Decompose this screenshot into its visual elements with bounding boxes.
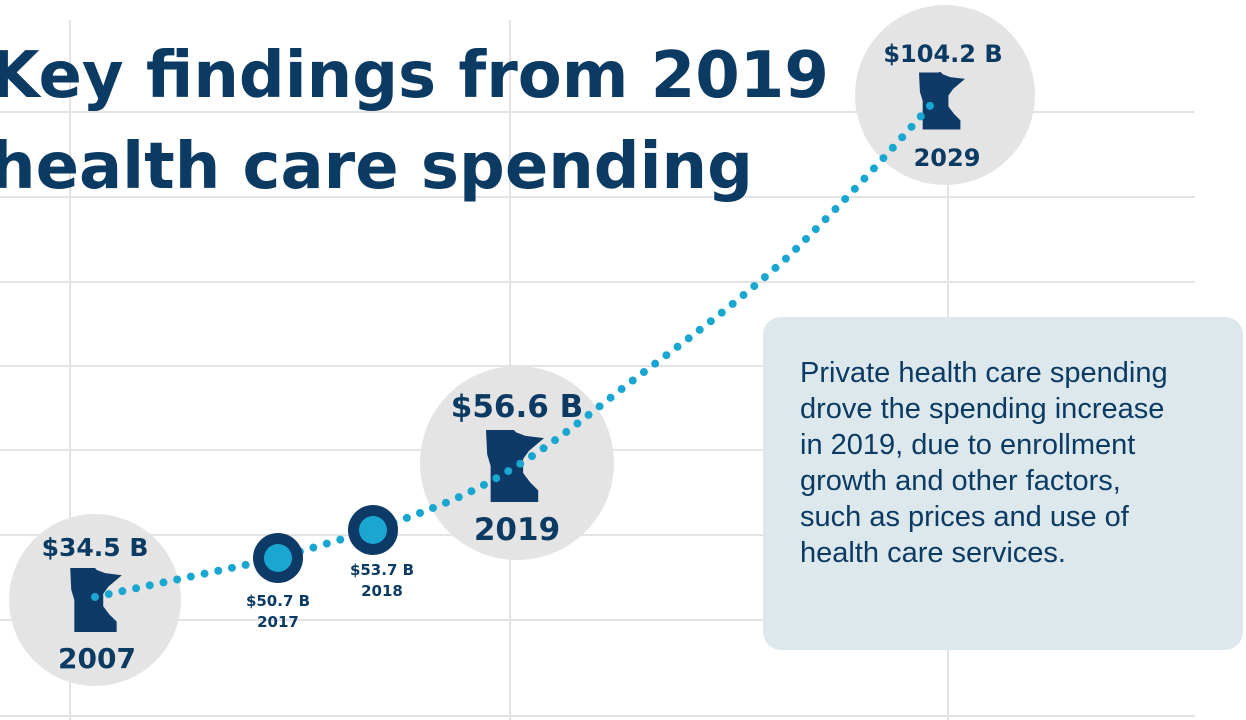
node-value: $53.7 B (350, 561, 414, 579)
node-value: $34.5 B (42, 533, 149, 562)
title-line: Key findings from 2019 (0, 39, 829, 113)
callout-line: in 2019, due to enrollment (800, 429, 1135, 461)
callout: Private health care spending drove the s… (763, 317, 1243, 650)
node-year: 2018 (361, 582, 403, 600)
callout-line: health care services. (800, 537, 1066, 569)
node-value: $50.7 B (246, 592, 310, 610)
callout-box (763, 317, 1243, 650)
node-value: $104.2 B (883, 40, 1002, 68)
title-line: health care spending (0, 130, 753, 204)
callout-line: Private health care spending (800, 357, 1168, 389)
callout-line: such as prices and use of (800, 501, 1130, 533)
node-year: 2017 (257, 613, 299, 631)
node-value: $56.6 B (451, 389, 583, 425)
node-dot (264, 544, 292, 572)
node-dot (359, 516, 387, 544)
node-year: 2029 (914, 144, 981, 172)
trend-line (91, 96, 939, 601)
callout-line: growth and other factors, (800, 465, 1121, 497)
node-year: 2019 (474, 512, 560, 548)
node-year: 2007 (58, 642, 136, 675)
callout-line: drove the spending increase (800, 393, 1164, 425)
